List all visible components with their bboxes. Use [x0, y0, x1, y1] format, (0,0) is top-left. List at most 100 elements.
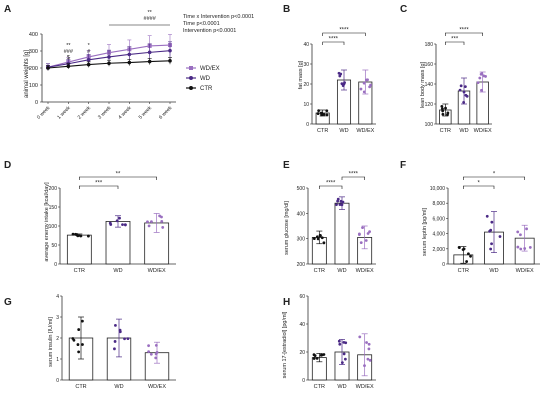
panel-g-letter: G: [4, 297, 12, 308]
data-point: [469, 254, 472, 258]
y-tick-label: 1: [56, 357, 59, 363]
data-point: [71, 232, 75, 236]
legend-label-ctr: CTR: [200, 86, 213, 92]
data-point: [154, 356, 158, 360]
data-point: [161, 226, 165, 229]
significance-bracket: [322, 32, 366, 36]
data-point: [462, 100, 466, 104]
data-point: [114, 323, 117, 327]
data-point: [113, 347, 116, 351]
panel-f-letter: F: [400, 160, 406, 171]
legend-marker-wd: [189, 76, 193, 80]
panel-e: E 200 300 400 500 CTR WD WD/EX **** **** serum g…: [283, 160, 376, 274]
x-tick-label: CTR: [317, 128, 328, 134]
data-point: [325, 109, 329, 113]
data-point: [362, 81, 366, 85]
data-point: [121, 223, 124, 226]
data-point: [118, 330, 122, 334]
y-tick-label: 400: [297, 211, 306, 217]
y-tick-label: 140: [425, 82, 434, 88]
legend-label-wdex: WD/EX: [200, 66, 220, 72]
x-tick-label: CTR: [440, 128, 451, 134]
data-point: [315, 356, 319, 360]
data-point: [482, 74, 486, 78]
y-tick-label: 20: [303, 82, 309, 88]
panel-c-plot: 100 120 140 160 180 CTR WD WD/EX *******: [425, 28, 492, 135]
y-tick-label: 100: [49, 224, 58, 230]
data-point: [462, 247, 466, 251]
data-point: [367, 342, 371, 346]
data-point: [476, 81, 480, 85]
stats-line-1: Time x Intervention p<0.0001: [183, 14, 254, 20]
point-wd: [168, 48, 172, 53]
data-point: [344, 341, 348, 345]
point-wd: [127, 52, 132, 57]
data-point: [118, 216, 121, 220]
legend-item-ctr: CTR: [186, 86, 213, 92]
x-tick-label: CTR: [75, 384, 86, 390]
y-tick-label: 100: [425, 122, 434, 128]
x-tick-label: WD: [113, 268, 122, 274]
stats-line-3: Intervention p<0.0001: [183, 28, 236, 34]
x-tick-label: 5 week: [138, 105, 154, 121]
significance-label: **: [116, 172, 121, 178]
y-tick-label: 20: [299, 350, 305, 356]
panel-d-letter: D: [4, 160, 11, 171]
y-tick-label: 400: [29, 32, 38, 38]
data-point: [147, 344, 150, 348]
x-tick-label: WD: [339, 128, 348, 134]
x-tick-label: WD/EX: [148, 268, 166, 274]
data-point: [149, 352, 153, 356]
x-tick-label: WD: [337, 268, 346, 274]
bar-ctr: [66, 234, 92, 265]
y-tick-label: 180: [425, 42, 434, 48]
data-point: [465, 260, 469, 263]
x-tick-label: 6 week: [158, 105, 174, 121]
data-point: [339, 72, 343, 76]
x-tick-label: WD/EX: [148, 384, 166, 390]
y-tick-label: 300: [297, 237, 306, 243]
data-point: [81, 319, 84, 323]
x-tick-label: WD/EX: [474, 128, 492, 134]
x-tick-label: WD: [459, 128, 468, 134]
significance-label: *: [88, 43, 91, 49]
y-tick-label: 60: [299, 294, 305, 300]
data-point: [77, 328, 81, 331]
significance-label: ###: [64, 49, 74, 55]
x-tick-label: 1 week: [56, 105, 72, 121]
data-point: [440, 105, 444, 108]
data-point: [317, 109, 321, 113]
data-point: [479, 72, 483, 76]
legend-item-wd: WD: [186, 76, 211, 82]
significance-label: $: [67, 55, 70, 61]
y-tick-label: 0: [56, 378, 59, 384]
y-tick-label: 40: [303, 42, 309, 48]
panel-f: F 0 2,000 4,000 6,000 8,000 10,000 CTR WD WD/EX *…: [400, 160, 540, 274]
data-point: [160, 220, 164, 223]
y-tick-label: 0: [35, 100, 38, 106]
y-tick-label: 2,000: [432, 247, 445, 253]
data-point: [466, 252, 470, 256]
significance-label: ****: [339, 28, 349, 34]
x-tick-label: WD/EX: [356, 128, 374, 134]
data-point: [359, 241, 363, 245]
panel-h-letter: H: [283, 297, 290, 308]
stats-line-2: Time p<0.0001: [183, 21, 220, 27]
panel-h-ylabel: serum 17-[estradiol] [pg/ml]: [282, 311, 288, 378]
point-ctr: [168, 59, 172, 63]
y-tick-label: 0: [302, 378, 305, 384]
panel-e-ylabel: serum glucose [mg/dl]: [284, 201, 290, 255]
bar-wd: [334, 202, 350, 265]
data-point: [485, 214, 489, 218]
data-point: [322, 241, 326, 245]
y-tick-label: 200: [297, 262, 306, 268]
panel-e-plot: 200 300 400 500 CTR WD WD/EX **** ****: [297, 172, 376, 274]
significance-label: #: [87, 49, 91, 55]
significance-label: *: [493, 172, 496, 178]
panel-c-ylabel: lean body mass [g]: [420, 61, 426, 108]
point-ctr: [46, 66, 50, 70]
point-wd: [86, 58, 91, 62]
data-point: [126, 337, 130, 340]
x-tick-label: CTR: [314, 384, 325, 390]
